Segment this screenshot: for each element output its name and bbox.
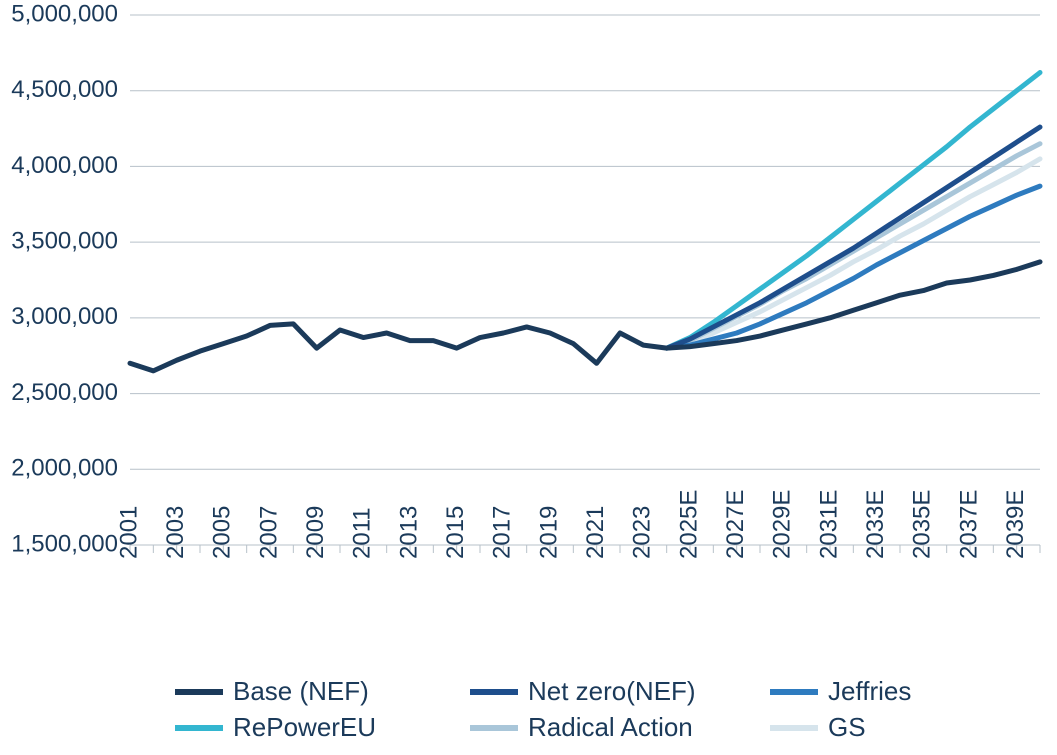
x-axis-tick-label-group: 2037E bbox=[955, 490, 982, 559]
legend-label: Radical Action bbox=[528, 712, 693, 742]
legend-label: Jeffries bbox=[828, 676, 911, 706]
x-axis-tick-label-group: 2031E bbox=[815, 490, 842, 559]
x-axis-tick-label-group: 2009 bbox=[302, 506, 329, 559]
y-axis-tick-label: 5,000,000 bbox=[11, 0, 118, 27]
x-axis-tick-label: 2007 bbox=[255, 506, 282, 559]
legend-label: Base (NEF) bbox=[233, 676, 369, 706]
chart-svg: 1,500,000 2,000,000 2,500,000 3,000,000 3,50… bbox=[0, 0, 1057, 755]
x-axis-tick-label-group: 2005 bbox=[209, 506, 236, 559]
legend-swatch bbox=[770, 725, 818, 731]
x-axis-tick-label-group: 2007 bbox=[255, 506, 282, 559]
y-axis-tick-label: 1,500,000 bbox=[11, 530, 118, 557]
legend-swatch bbox=[175, 725, 223, 731]
x-axis-tick-label: 2031E bbox=[815, 490, 842, 559]
x-axis-tick-label: 2035E bbox=[909, 490, 936, 559]
legend-label: GS bbox=[828, 712, 866, 742]
y-axis-tick-label: 2,500,000 bbox=[11, 379, 118, 406]
x-axis-tick-label-group: 2003 bbox=[162, 506, 189, 559]
x-axis-tick-label-group: 2011 bbox=[349, 507, 376, 559]
legend-label: Net zero(NEF) bbox=[528, 676, 696, 706]
y-axis-tick-label: 3,000,000 bbox=[11, 303, 118, 330]
x-axis-tick-label-group: 2035E bbox=[909, 490, 936, 559]
x-axis-tick-label: 2037E bbox=[955, 490, 982, 559]
legend-swatch bbox=[175, 689, 223, 695]
legend-swatch bbox=[470, 689, 518, 695]
x-axis-tick-label: 2023 bbox=[629, 506, 656, 559]
line-chart: 1,500,000 2,000,000 2,500,000 3,000,000 3,50… bbox=[0, 0, 1057, 755]
y-axis-tick-label: 2,000,000 bbox=[11, 455, 118, 482]
x-axis-tick-label-group: 2021 bbox=[582, 506, 609, 559]
legend-swatch bbox=[770, 689, 818, 695]
y-axis-tick-label: 4,000,000 bbox=[11, 152, 118, 179]
series-line-base-nef bbox=[130, 262, 1040, 371]
x-axis-tick-label-group: 2025E bbox=[675, 490, 702, 559]
x-axis-tick-label: 2013 bbox=[395, 506, 422, 559]
x-axis-tick-label-group: 2015 bbox=[442, 506, 469, 559]
x-axis-tick-label-group: 2019 bbox=[535, 506, 562, 559]
x-axis-tick-label: 2019 bbox=[535, 506, 562, 559]
y-axis-tick-label: 4,500,000 bbox=[11, 76, 118, 103]
x-axis-tick-label: 2001 bbox=[115, 506, 142, 559]
x-axis-tick-label-group: 2001 bbox=[115, 506, 142, 559]
x-axis-tick-label: 2015 bbox=[442, 506, 469, 559]
x-axis-tick-label: 2003 bbox=[162, 506, 189, 559]
x-axis-tick-label-group: 2023 bbox=[629, 506, 656, 559]
x-axis-tick-label-group: 2033E bbox=[862, 490, 889, 559]
x-axis-tick-label: 2039E bbox=[1002, 490, 1029, 559]
x-axis-tick-label: 2029E bbox=[769, 490, 796, 559]
x-axis-tick-label-group: 2013 bbox=[395, 506, 422, 559]
x-axis-tick-label-group: 2017 bbox=[489, 506, 516, 559]
x-axis-tick-label: 2011 bbox=[349, 507, 376, 559]
legend-label: RePowerEU bbox=[233, 712, 376, 742]
x-axis-tick-label: 2017 bbox=[489, 506, 516, 559]
x-axis-tick-label-group: 2029E bbox=[769, 490, 796, 559]
x-axis-tick-label: 2009 bbox=[302, 506, 329, 559]
y-axis-tick-label: 3,500,000 bbox=[11, 227, 118, 254]
x-axis-tick-label: 2027E bbox=[722, 490, 749, 559]
x-axis-tick-label: 2005 bbox=[209, 506, 236, 559]
x-axis-tick-label: 2021 bbox=[582, 506, 609, 559]
x-axis-tick-label-group: 2027E bbox=[722, 490, 749, 559]
x-axis-tick-label-group: 2039E bbox=[1002, 490, 1029, 559]
x-axis-tick-label: 2033E bbox=[862, 490, 889, 559]
x-axis-tick-label: 2025E bbox=[675, 490, 702, 559]
legend-swatch bbox=[470, 725, 518, 731]
